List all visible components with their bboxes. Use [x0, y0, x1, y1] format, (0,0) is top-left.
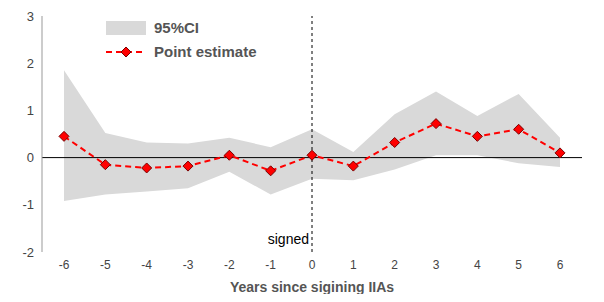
svg-text:-6: -6 [59, 258, 70, 272]
svg-text:-2: -2 [224, 258, 235, 272]
svg-text:-3: -3 [183, 258, 194, 272]
html-text:95%CI: 95%CI [154, 19, 199, 36]
svg-text:0: 0 [27, 150, 34, 165]
svg-text:Years since sigining IIAs: Years since sigining IIAs [230, 279, 394, 294]
svg-text:4: 4 [474, 258, 481, 272]
svg-text:2: 2 [27, 56, 34, 71]
svg-text:-2: -2 [22, 245, 34, 260]
svg-text:2: 2 [391, 258, 398, 272]
svg-text:1: 1 [350, 258, 357, 272]
svg-text:0: 0 [309, 258, 316, 272]
svg-text:-5: -5 [100, 258, 111, 272]
svg-text:6: 6 [557, 258, 564, 272]
svg-text:3: 3 [433, 258, 440, 272]
svg-text:signed: signed [268, 231, 309, 247]
svg-text:3: 3 [27, 9, 34, 24]
svg-text:-1: -1 [22, 197, 34, 212]
svg-text:1: 1 [27, 103, 34, 118]
svg-text:5: 5 [515, 258, 522, 272]
html-text:Point estimate: Point estimate [154, 43, 257, 60]
svg-text:-4: -4 [141, 258, 152, 272]
svg-text:-1: -1 [265, 258, 276, 272]
